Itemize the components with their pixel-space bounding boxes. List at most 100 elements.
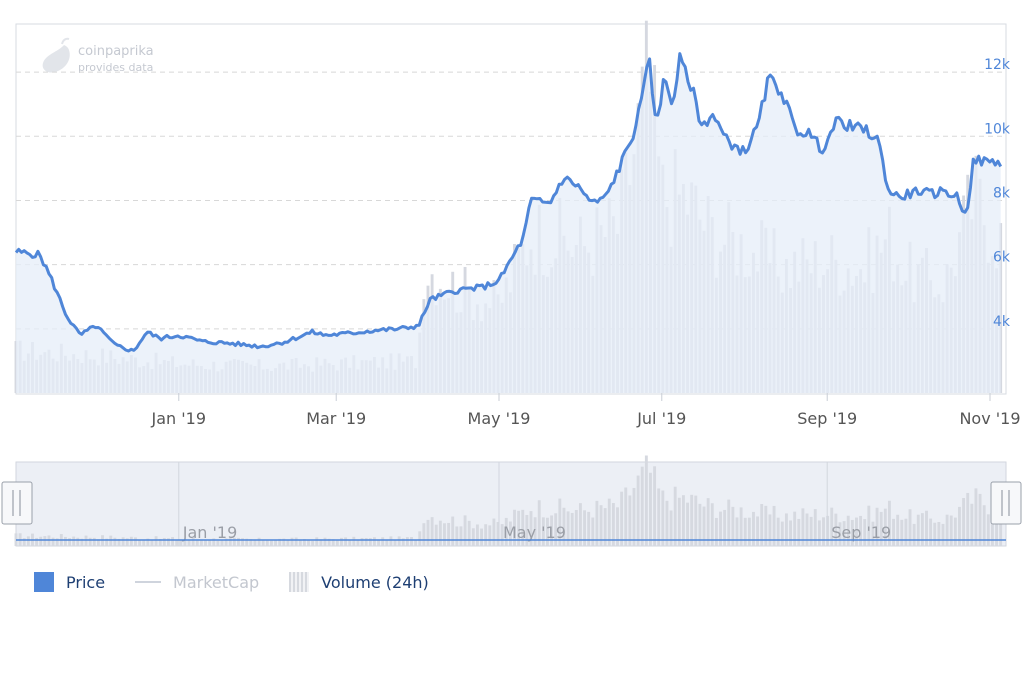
legend-item-price[interactable]: Price [34,572,105,592]
navigator-volume-bar [228,538,232,546]
navigator-volume-bar [966,492,970,546]
navigator-volume-bar [747,517,751,546]
navigator-tick-label: Sep '19 [831,523,891,542]
chart-svg: coinpaprika provides data 4k 6k 8k 10k 12k J… [1,20,1022,547]
navigator-volume-bar [405,537,409,546]
navigator-volume-bar [372,537,376,546]
navigator-volume-bar [68,538,72,546]
navigator-volume-bar [517,510,521,546]
navigator-volume-bar [237,537,240,546]
navigator-volume-bar [908,509,912,546]
navigator-volume-bar [690,494,694,546]
navigator-volume-bar [105,538,109,546]
navigator-volume-bar [772,505,776,546]
navigator-volume-bar [809,516,813,546]
navigator-volume-bar [739,507,743,546]
navigator-volume-bar [364,538,368,546]
navigator-volume-bar [912,523,916,546]
navigator-volume-bar [694,495,698,546]
navigator-volume-bar [550,515,554,546]
navigator-volume-bar [331,539,335,546]
navigator-volume-bar [492,518,496,546]
navigator-volume-bar [875,507,879,546]
navigator-volume-bar [920,513,924,546]
navigator-volume-bar [475,524,479,546]
navigator-volume-bar [340,537,343,546]
navigator-volume-bar [463,515,467,546]
navigator-volume-bar [290,537,294,546]
navigator-volume-bar [76,537,80,546]
navigator-volume-bar [620,491,624,546]
navigator-volume-bar [134,537,137,546]
navigator-volume-bar [434,524,438,546]
navigator-volume-bar [212,538,216,546]
navigator[interactable]: Jan '19 May '19 Sep '19 [1,455,1022,547]
navigator-volume-bar [286,540,290,546]
navigator-handle-left[interactable] [1,481,33,525]
navigator-volume-bar [224,538,228,546]
navigator-volume-bar [232,537,236,546]
navigator-volume-bar [294,537,298,546]
navigator-volume-bar [513,509,516,546]
navigator-volume-bar [265,540,269,546]
navigator-volume-bar [929,518,933,546]
navigator-volume-bar [838,522,842,546]
navigator-volume-bar [830,507,834,546]
navigator-volume-bar [117,538,121,546]
price-area [16,53,1001,393]
coinpaprika-watermark: coinpaprika provides data [42,37,154,74]
navigator-volume-bar [344,537,348,546]
navigator-handle-right[interactable] [990,481,1022,525]
navigator-volume-bar [393,540,397,546]
navigator-volume-bar [162,537,166,546]
navigator-volume-bar [599,505,603,546]
navigator-volume-bar [480,528,483,546]
navigator-volume-bar [624,487,628,546]
navigator-volume-bar [817,520,821,546]
navigator-volume-bar [195,539,199,546]
navigator-volume-bar [22,538,26,546]
navigator-tick-label: May '19 [503,523,566,542]
navigator-volume-bar [525,514,529,546]
navigator-volume-bar [368,538,372,546]
navigator-volume-bar [278,538,282,546]
navigator-volume-bar [990,512,994,546]
legend-item-volume[interactable]: Volume (24h) [289,572,429,592]
navigator-volume-bar [665,500,669,546]
navigator-volume-bar [183,539,187,546]
navigator-volume-bar [958,506,961,546]
navigator-volume-bar [208,540,212,546]
navigator-volume-bar [43,536,47,546]
navigator-volume-bar [84,535,88,546]
navigator-volume-bar [719,511,722,546]
navigator-volume-bar [578,503,582,546]
legend-item-marketcap[interactable]: MarketCap [135,573,259,592]
navigator-volume-bar [389,536,393,546]
navigator-volume-bar [302,538,306,546]
navigator-volume-bar [974,488,978,546]
navigator-volume-bar [508,521,512,546]
volume-bar [14,341,18,393]
navigator-volume-bar [970,503,974,546]
navigator-volume-bar [146,538,150,546]
navigator-volume-bar [900,519,904,546]
x-tick-label: Mar '19 [306,409,366,428]
navigator-volume-bar [756,516,760,546]
y-tick-label: 10k [984,121,1011,137]
price-series-line [14,52,1003,353]
navigator-volume-bar [731,506,735,546]
navigator-volume-bar [418,531,422,546]
navigator-volume-bar [591,517,595,546]
legend-price-label: Price [66,572,106,592]
navigator-volume-bar [430,517,434,546]
chart-legend: Price MarketCap Volume (24h) [34,572,429,592]
navigator-volume-bar [723,509,727,546]
navigator-volume-bar [653,466,657,546]
marketcap-swatch-icon [135,581,162,583]
navigator-volume-bar [92,537,96,546]
navigator-volume-bar [649,472,652,546]
navigator-volume-bar [541,517,545,546]
navigator-volume-bar [426,519,430,546]
navigator-volume-bar [995,515,998,546]
